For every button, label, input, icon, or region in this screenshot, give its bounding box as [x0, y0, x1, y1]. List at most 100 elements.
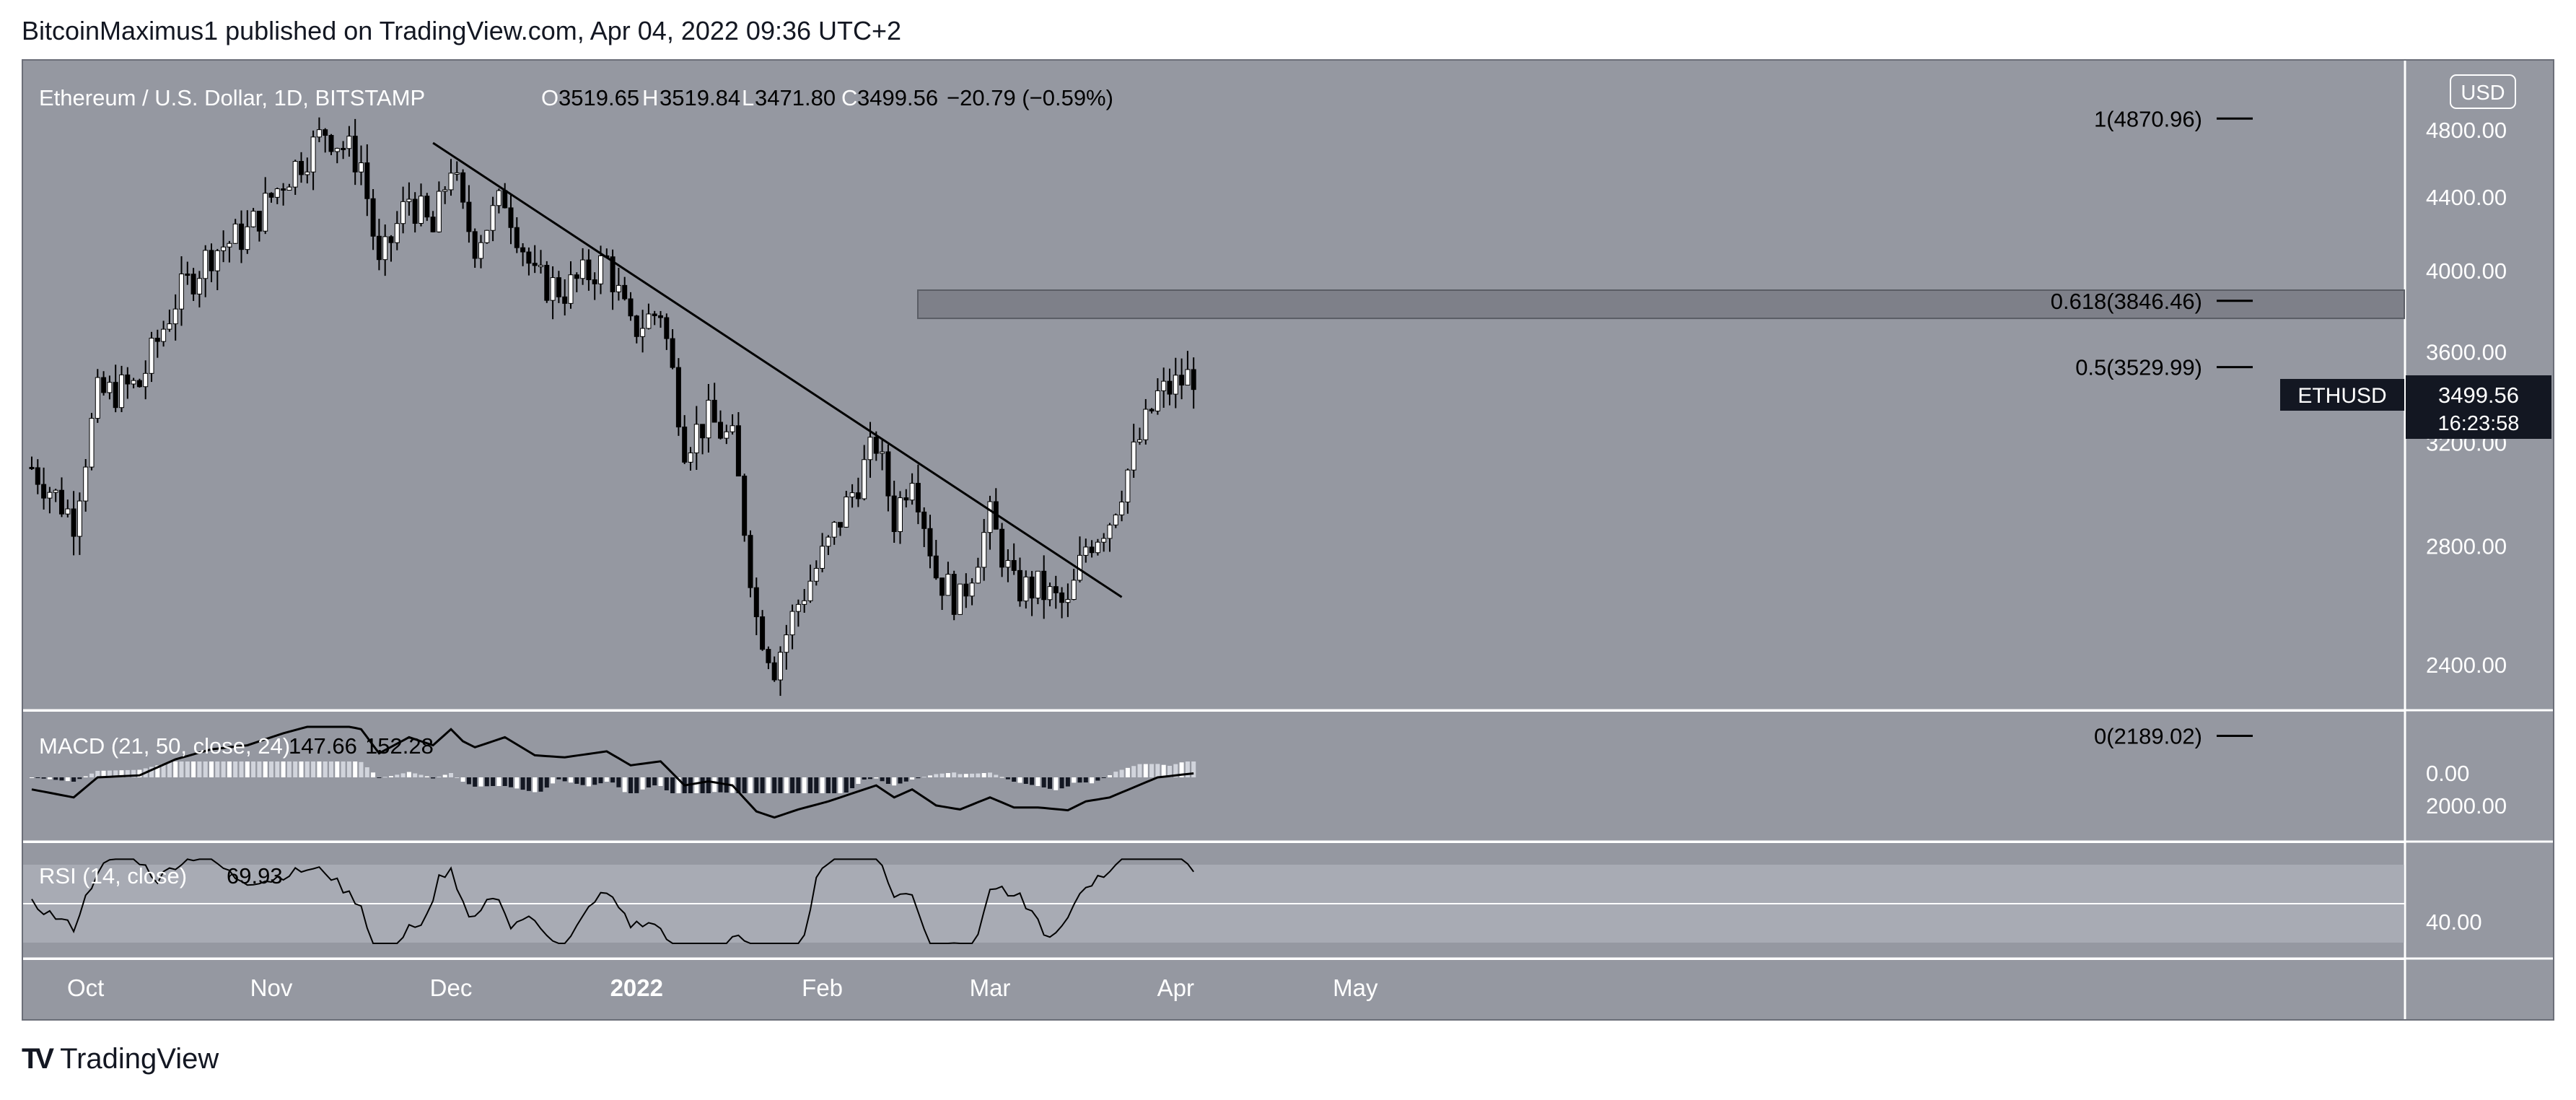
tradingview-logo[interactable]: TV TradingView [22, 1043, 219, 1075]
macd-bar [131, 769, 136, 777]
candle-body [574, 274, 579, 279]
time-axis-tick: 2022 [610, 974, 663, 1001]
macd-bar [628, 777, 633, 793]
candle-body [209, 250, 214, 271]
macd-bar [963, 774, 968, 777]
candle-body [334, 147, 340, 152]
macd-bar [1090, 777, 1095, 784]
price-tag-value: 3499.56 [2438, 383, 2519, 408]
macd-bar [778, 777, 783, 793]
macd-bar [179, 761, 184, 777]
macd-bar [1191, 761, 1196, 777]
macd-bar [562, 777, 567, 782]
candle-body [1143, 409, 1149, 440]
candle-body [831, 522, 837, 538]
macd-bar [1161, 764, 1166, 777]
macd-bar [269, 761, 273, 777]
candle-body [820, 546, 825, 569]
time-axis-tick: Dec [430, 974, 473, 1001]
time-axis[interactable]: Oct Nov Dec 2022 Feb Mar Apr May [67, 974, 1378, 1001]
macd-bar [820, 777, 825, 793]
macd-bar [101, 770, 106, 777]
candle-body [951, 574, 957, 615]
candle-body [1101, 538, 1107, 543]
candle-body [1131, 441, 1136, 471]
macd-bar [359, 761, 364, 777]
candle-body [693, 424, 699, 453]
candle-body [862, 459, 867, 499]
macd-bar [496, 777, 501, 786]
currency-button[interactable]: USD [2450, 74, 2516, 109]
candle-body [1047, 586, 1053, 601]
candle-body [400, 201, 406, 224]
candle-body [406, 198, 412, 202]
macd-bar [868, 777, 872, 780]
macd-bar [844, 777, 849, 793]
candle-body [76, 500, 82, 537]
candle-body [305, 171, 310, 175]
high-label: H [642, 85, 658, 110]
macd-bar [335, 761, 340, 777]
candle-body [1083, 546, 1089, 556]
macd-bar [790, 777, 795, 793]
macd-bar [700, 777, 705, 793]
macd-bar [814, 777, 819, 793]
macd-bar [981, 773, 986, 777]
candle-body [1011, 559, 1017, 571]
candle-body [622, 284, 628, 300]
fib-retracement[interactable]: 1(4870.96) 0.618(3846.46) 0.5(3529.99) 0(21… [2051, 106, 2253, 748]
candle-body [706, 399, 711, 439]
macd-bar [994, 774, 999, 777]
candle-body [945, 574, 951, 596]
macd-bar [772, 777, 777, 793]
rsi-line [31, 858, 1194, 944]
macd-bar [760, 777, 765, 793]
chart-frame[interactable]: 1(4870.96) 0.618(3846.46) 0.5(3529.99) 0(21… [22, 59, 2554, 1021]
macd-bar [604, 777, 609, 782]
candle-body [460, 172, 466, 203]
candle-body [239, 223, 244, 250]
candle-body [795, 603, 801, 612]
candle-body [1113, 514, 1118, 525]
macd-bar [209, 761, 214, 777]
macd-bar [460, 777, 465, 782]
macd-bar [1041, 777, 1046, 787]
descending-trendline[interactable] [432, 141, 1123, 598]
price-axis-tick: 2800.00 [2426, 533, 2507, 559]
candle-body [1161, 380, 1167, 391]
candle-body [1185, 369, 1191, 386]
macd-bar [406, 772, 411, 777]
macd-bar [610, 777, 615, 783]
candle-body [1173, 375, 1178, 395]
macd-bar [317, 761, 322, 777]
macd-bar [586, 777, 591, 787]
candle-body [107, 382, 113, 393]
macd-bar [538, 777, 543, 792]
macd-bar [1179, 762, 1184, 777]
macd-bar [1125, 767, 1130, 777]
chart-canvas[interactable]: 1(4870.96) 0.618(3846.46) 0.5(3529.99) 0(21… [23, 61, 2553, 1019]
macd-bar [903, 777, 908, 782]
candle-body [316, 129, 322, 138]
candle-body [634, 315, 639, 337]
macd-bar [892, 777, 897, 786]
macd-bar [364, 767, 369, 777]
candle-body [963, 583, 969, 597]
candle-body [885, 451, 891, 497]
candle-body [921, 511, 927, 529]
candle-body [299, 161, 304, 175]
candle-body [514, 227, 520, 248]
macd-bar [988, 772, 992, 777]
macd-bar [449, 773, 453, 777]
candle-body [538, 265, 543, 268]
candle-body [784, 634, 789, 653]
macd-bar [353, 761, 358, 777]
macd-bar [41, 777, 46, 779]
candle-body [1065, 598, 1071, 603]
candle-body [154, 337, 160, 342]
fib-level-label: 1(4870.96) [2094, 106, 2202, 131]
macd-bar [389, 776, 393, 777]
candle-body [753, 587, 759, 618]
candle-body [550, 277, 556, 301]
candle-body [724, 431, 730, 439]
